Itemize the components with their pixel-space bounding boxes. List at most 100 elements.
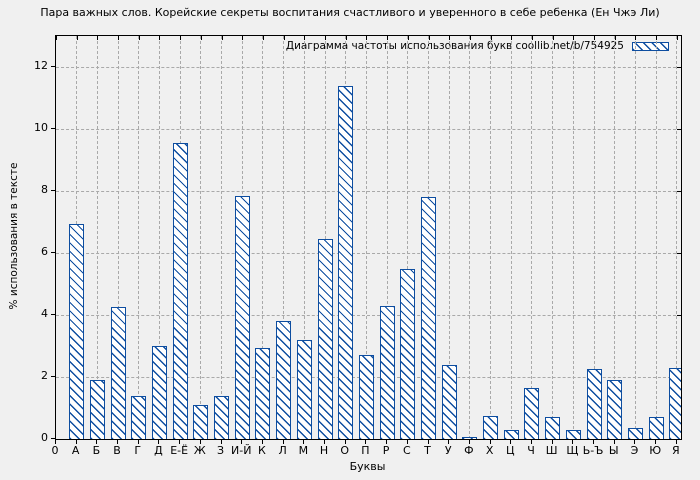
x-tick-mark-mirror	[221, 36, 223, 40]
bar	[172, 142, 188, 439]
x-tick-mark	[344, 440, 346, 444]
x-tick-mark	[613, 440, 615, 444]
x-tick-mark	[551, 440, 553, 444]
y-tick-mark	[51, 66, 55, 67]
bar	[214, 395, 230, 439]
x-gridline	[572, 36, 574, 439]
x-tick-mark-mirror	[490, 36, 492, 40]
x-tick-mark	[303, 440, 305, 444]
x-gridline	[303, 36, 305, 439]
x-tick-mark	[427, 440, 429, 444]
legend: Диаграмма частоты использования букв coo…	[286, 40, 669, 52]
y-tick-mark-mirror	[677, 67, 681, 68]
x-tick-mark-mirror	[97, 36, 99, 40]
x-tick-label: Л	[278, 444, 287, 457]
bar	[379, 305, 395, 439]
bar	[503, 429, 519, 439]
x-tick-label: Ш	[545, 444, 558, 457]
x-tick-mark-mirror	[180, 36, 182, 40]
y-gridline	[56, 128, 681, 130]
x-tick-label: А	[71, 444, 80, 457]
x-tick-label: Ф	[464, 444, 474, 457]
bar	[462, 437, 478, 439]
x-tick-mark	[75, 440, 77, 444]
x-gridline	[158, 36, 160, 439]
x-tick-mark-mirror	[573, 36, 575, 40]
x-gridline	[634, 36, 636, 439]
x-tick-mark-mirror	[531, 36, 533, 40]
bar	[193, 404, 209, 439]
x-tick-mark	[158, 440, 160, 444]
x-tick-label: З	[217, 444, 225, 457]
y-tick-label: 12	[34, 59, 48, 72]
y-tick-mark	[51, 190, 55, 191]
y-tick-mark-mirror	[677, 315, 681, 316]
x-tick-label: Д	[154, 444, 163, 457]
y-tick-label: 8	[41, 183, 48, 196]
bar	[338, 85, 354, 439]
bar	[421, 197, 437, 439]
x-tick-label: Ч	[527, 444, 535, 457]
x-tick-mark	[406, 440, 408, 444]
bar	[110, 307, 126, 439]
x-gridline	[469, 36, 471, 439]
x-gridline	[655, 36, 657, 439]
x-tick-label: Х	[485, 444, 494, 457]
x-gridline	[552, 36, 554, 439]
y-tick-mark	[51, 438, 55, 439]
x-tick-mark-mirror	[283, 36, 285, 40]
plot-area: Диаграмма частоты использования букв coo…	[55, 35, 682, 440]
bar	[131, 395, 147, 439]
x-tick-mark	[282, 440, 284, 444]
x-tick-label: 0	[51, 444, 59, 457]
x-gridline	[386, 36, 388, 439]
x-tick-label: Я	[672, 444, 680, 457]
x-gridline	[365, 36, 367, 439]
x-tick-mark-mirror	[159, 36, 161, 40]
bar	[255, 347, 271, 439]
x-tick-mark	[179, 440, 181, 444]
x-gridline	[448, 36, 450, 439]
y-gridline	[56, 314, 681, 316]
bar	[234, 195, 250, 439]
bar	[276, 321, 292, 439]
x-tick-label: Щ	[566, 444, 579, 457]
x-gridline	[531, 36, 533, 439]
x-tick-mark	[324, 440, 326, 444]
bar	[89, 380, 105, 439]
x-tick-mark-mirror	[594, 36, 596, 40]
x-gridline	[117, 36, 119, 439]
x-gridline	[407, 36, 409, 439]
bar	[524, 387, 540, 439]
x-tick-mark-mirror	[76, 36, 78, 40]
x-tick-mark-mirror	[56, 36, 57, 40]
x-tick-mark	[572, 440, 574, 444]
x-tick-mark	[365, 440, 367, 444]
x-tick-mark-mirror	[449, 36, 451, 40]
y-gridline	[56, 190, 681, 192]
x-tick-mark-mirror	[345, 36, 347, 40]
x-tick-mark	[655, 440, 657, 444]
x-tick-mark	[220, 440, 222, 444]
y-tick-mark-mirror	[677, 253, 681, 254]
x-tick-label: В	[113, 444, 121, 457]
x-tick-mark-mirror	[138, 36, 140, 40]
x-tick-mark	[55, 440, 56, 444]
x-gridline	[200, 36, 202, 439]
x-tick-mark-mirror	[635, 36, 637, 40]
x-tick-label: С	[402, 444, 411, 457]
x-tick-label: И-Й	[231, 444, 252, 457]
x-tick-mark	[634, 440, 636, 444]
x-tick-label: У	[444, 444, 452, 457]
x-tick-mark-mirror	[656, 36, 658, 40]
x-tick-mark	[510, 440, 512, 444]
x-tick-mark-mirror	[200, 36, 202, 40]
bar	[441, 364, 457, 439]
x-tick-label: О	[340, 444, 350, 457]
y-tick-mark	[51, 128, 55, 129]
x-tick-label: Т	[424, 444, 431, 457]
x-tick-label: Ц	[506, 444, 515, 457]
bar	[483, 415, 499, 439]
y-tick-mark	[51, 252, 55, 253]
